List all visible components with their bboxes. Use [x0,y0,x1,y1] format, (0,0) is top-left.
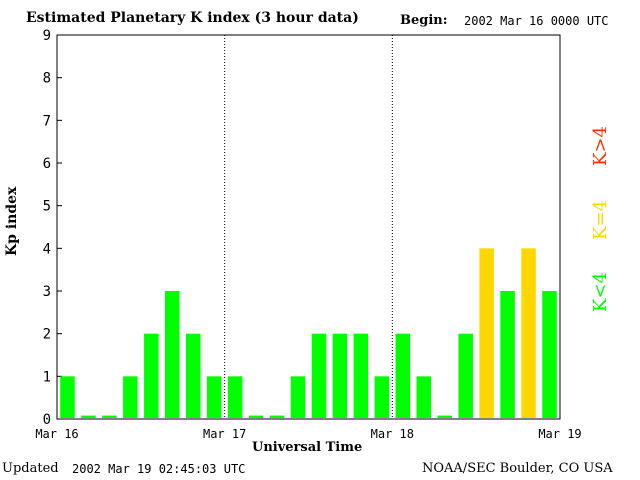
y-tick-label: 3 [43,284,51,300]
y-tick-label: 7 [43,113,51,129]
kp-bar [102,415,117,418]
kp-bar [395,333,411,418]
chart-title: Estimated Planetary K index (3 hour data… [26,10,359,26]
data-source: NOAA/SEC Boulder, CO USA [422,461,613,476]
kp-bar [206,376,222,418]
kp-bar [248,415,264,418]
legend-k-equals-4: K=4 [590,200,611,240]
kp-bar [81,415,96,418]
kp-bar [311,333,327,418]
kp-bar [123,376,138,418]
y-tick-label: 8 [43,71,51,87]
kp-bar [290,376,306,418]
updated-timestamp: 2002 Mar 19 02:45:03 UTC [72,462,246,476]
y-tick-label: 2 [43,327,51,343]
legend-k-less-than-4: K<4 [590,272,611,312]
kp-bar [374,376,390,418]
begin-label: Begin: [400,13,448,28]
updated-label: Updated [2,461,59,476]
kp-bar [60,376,75,418]
y-tick-label: 6 [43,156,51,172]
kp-bar [479,248,494,418]
y-tick-label: 9 [43,28,51,44]
kp-bar [500,291,515,418]
kp-bar [269,415,285,418]
kp-bar [227,376,243,418]
y-tick-label: 4 [43,241,51,257]
kp-bar [437,415,452,418]
x-tick-label: Mar 19 [538,427,581,441]
kp-bar [353,333,369,418]
kp-bar [521,248,536,418]
legend-k-greater-than-4: K>4 [590,126,611,166]
y-tick-label: 1 [43,369,51,385]
kp-bar [332,333,348,418]
kp-bar [458,333,473,418]
kp-bar [416,376,432,418]
begin-value: 2002 Mar 16 0000 UTC [464,14,609,28]
y-tick-label: 5 [43,199,51,215]
x-axis-label: Universal Time [252,440,363,455]
kp-bar [185,333,201,418]
plot-frame [56,34,561,420]
kp-bar [165,291,180,418]
x-tick-label: Mar 17 [203,427,246,441]
x-tick-label: Mar 18 [371,427,414,441]
x-tick-label: Mar 16 [35,427,78,441]
y-tick-label: 0 [43,412,51,428]
y-axis-label: Kp index [4,186,20,256]
kp-bar [144,333,159,418]
kp-bar [542,291,557,418]
